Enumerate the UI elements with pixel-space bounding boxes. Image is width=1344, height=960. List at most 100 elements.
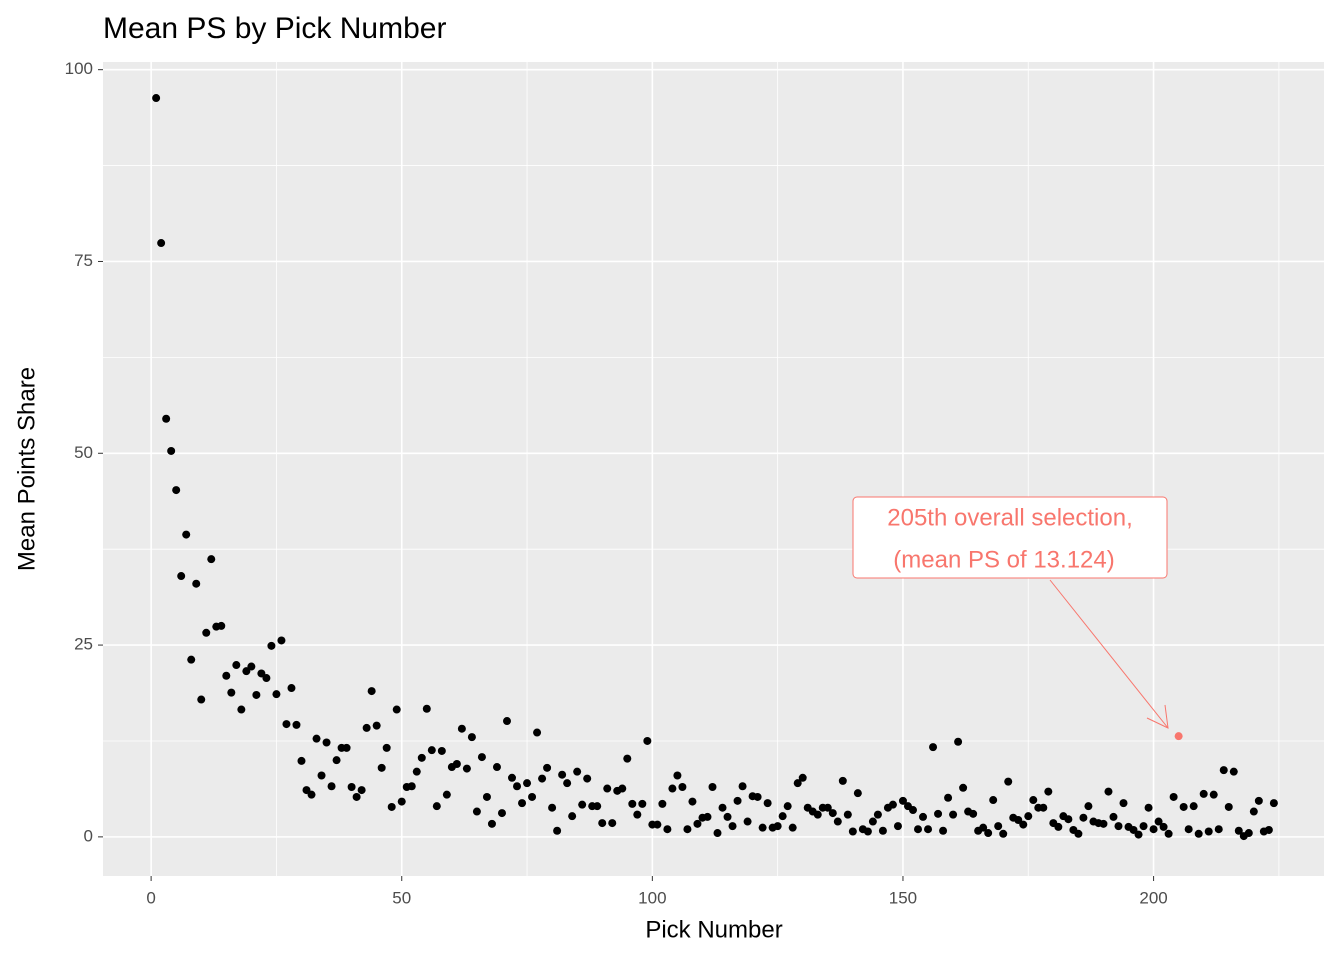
- point: [292, 720, 301, 729]
- annotation: 205th overall selection, (mean PS of 13.…: [852, 496, 1169, 729]
- point: [873, 810, 882, 819]
- point: [487, 819, 496, 828]
- point: [623, 754, 632, 763]
- point: [668, 784, 677, 793]
- point: [1079, 813, 1088, 822]
- y-tick-label: 50: [74, 443, 93, 462]
- point: [262, 674, 271, 683]
- point: [382, 743, 391, 752]
- point: [924, 825, 933, 834]
- point: [1254, 796, 1263, 805]
- point: [893, 822, 902, 831]
- point: [1234, 826, 1243, 835]
- point: [598, 819, 607, 828]
- point: [1219, 766, 1228, 775]
- marks: [152, 94, 1278, 841]
- point: [763, 799, 772, 808]
- point: [397, 797, 406, 806]
- point: [708, 783, 717, 792]
- point: [1019, 820, 1028, 829]
- point: [758, 823, 767, 832]
- point: [543, 763, 552, 772]
- point: [452, 759, 461, 768]
- point: [723, 812, 732, 821]
- x-tick-label: 100: [638, 888, 666, 907]
- point: [197, 695, 206, 704]
- point: [1054, 822, 1063, 831]
- point: [362, 723, 371, 732]
- point: [533, 728, 542, 737]
- point: [287, 684, 296, 693]
- annotation-arrow: [1049, 579, 1169, 729]
- point: [999, 829, 1008, 838]
- point: [187, 655, 196, 664]
- point: [202, 628, 211, 637]
- point: [673, 771, 682, 780]
- point: [387, 802, 396, 811]
- point: [267, 641, 276, 650]
- point: [868, 817, 877, 826]
- point: [167, 446, 176, 455]
- point: [939, 826, 948, 835]
- point: [773, 822, 782, 831]
- point: [307, 790, 316, 799]
- point: [417, 753, 426, 762]
- point: [1149, 825, 1158, 834]
- point: [347, 783, 356, 792]
- point: [192, 579, 201, 588]
- point: [152, 94, 161, 103]
- point: [472, 807, 481, 816]
- point: [949, 810, 958, 819]
- point: [297, 756, 306, 765]
- point: [412, 767, 421, 776]
- point: [1004, 777, 1013, 786]
- point: [172, 486, 181, 495]
- y-tick-label: 75: [74, 251, 93, 270]
- point: [312, 734, 321, 743]
- point: [177, 572, 186, 581]
- point: [929, 743, 938, 752]
- point: [848, 827, 857, 836]
- point: [1249, 807, 1258, 816]
- point: [467, 733, 476, 742]
- point: [357, 786, 366, 795]
- point: [703, 812, 712, 821]
- point: [593, 802, 602, 811]
- point: [683, 825, 692, 834]
- point: [1204, 827, 1213, 836]
- point: [688, 797, 697, 806]
- point: [427, 746, 436, 755]
- point: [513, 782, 522, 791]
- point: [753, 792, 762, 801]
- point: [222, 671, 231, 680]
- point: [633, 810, 642, 819]
- point: [1104, 787, 1113, 796]
- point: [919, 812, 928, 821]
- arrow-head: [1146, 704, 1169, 729]
- point: [322, 738, 331, 747]
- point: [518, 799, 527, 808]
- point: [663, 825, 672, 834]
- point: [372, 721, 381, 730]
- point: [643, 736, 652, 745]
- point: [1159, 822, 1168, 831]
- y-tick-label: 25: [74, 635, 93, 654]
- point: [1074, 829, 1083, 838]
- x-tick-label: 0: [146, 888, 155, 907]
- point: [728, 822, 737, 831]
- point: [693, 819, 702, 828]
- point: [608, 819, 617, 828]
- point: [628, 799, 637, 808]
- point: [984, 829, 993, 838]
- point: [252, 690, 261, 699]
- point: [442, 790, 451, 799]
- point: [1099, 819, 1108, 828]
- point: [678, 783, 687, 792]
- point: [558, 770, 567, 779]
- point: [738, 782, 747, 791]
- point: [1169, 792, 1178, 801]
- point: [638, 799, 647, 808]
- point: [1229, 767, 1238, 776]
- x-tick-label: 200: [1139, 888, 1167, 907]
- point: [798, 773, 807, 782]
